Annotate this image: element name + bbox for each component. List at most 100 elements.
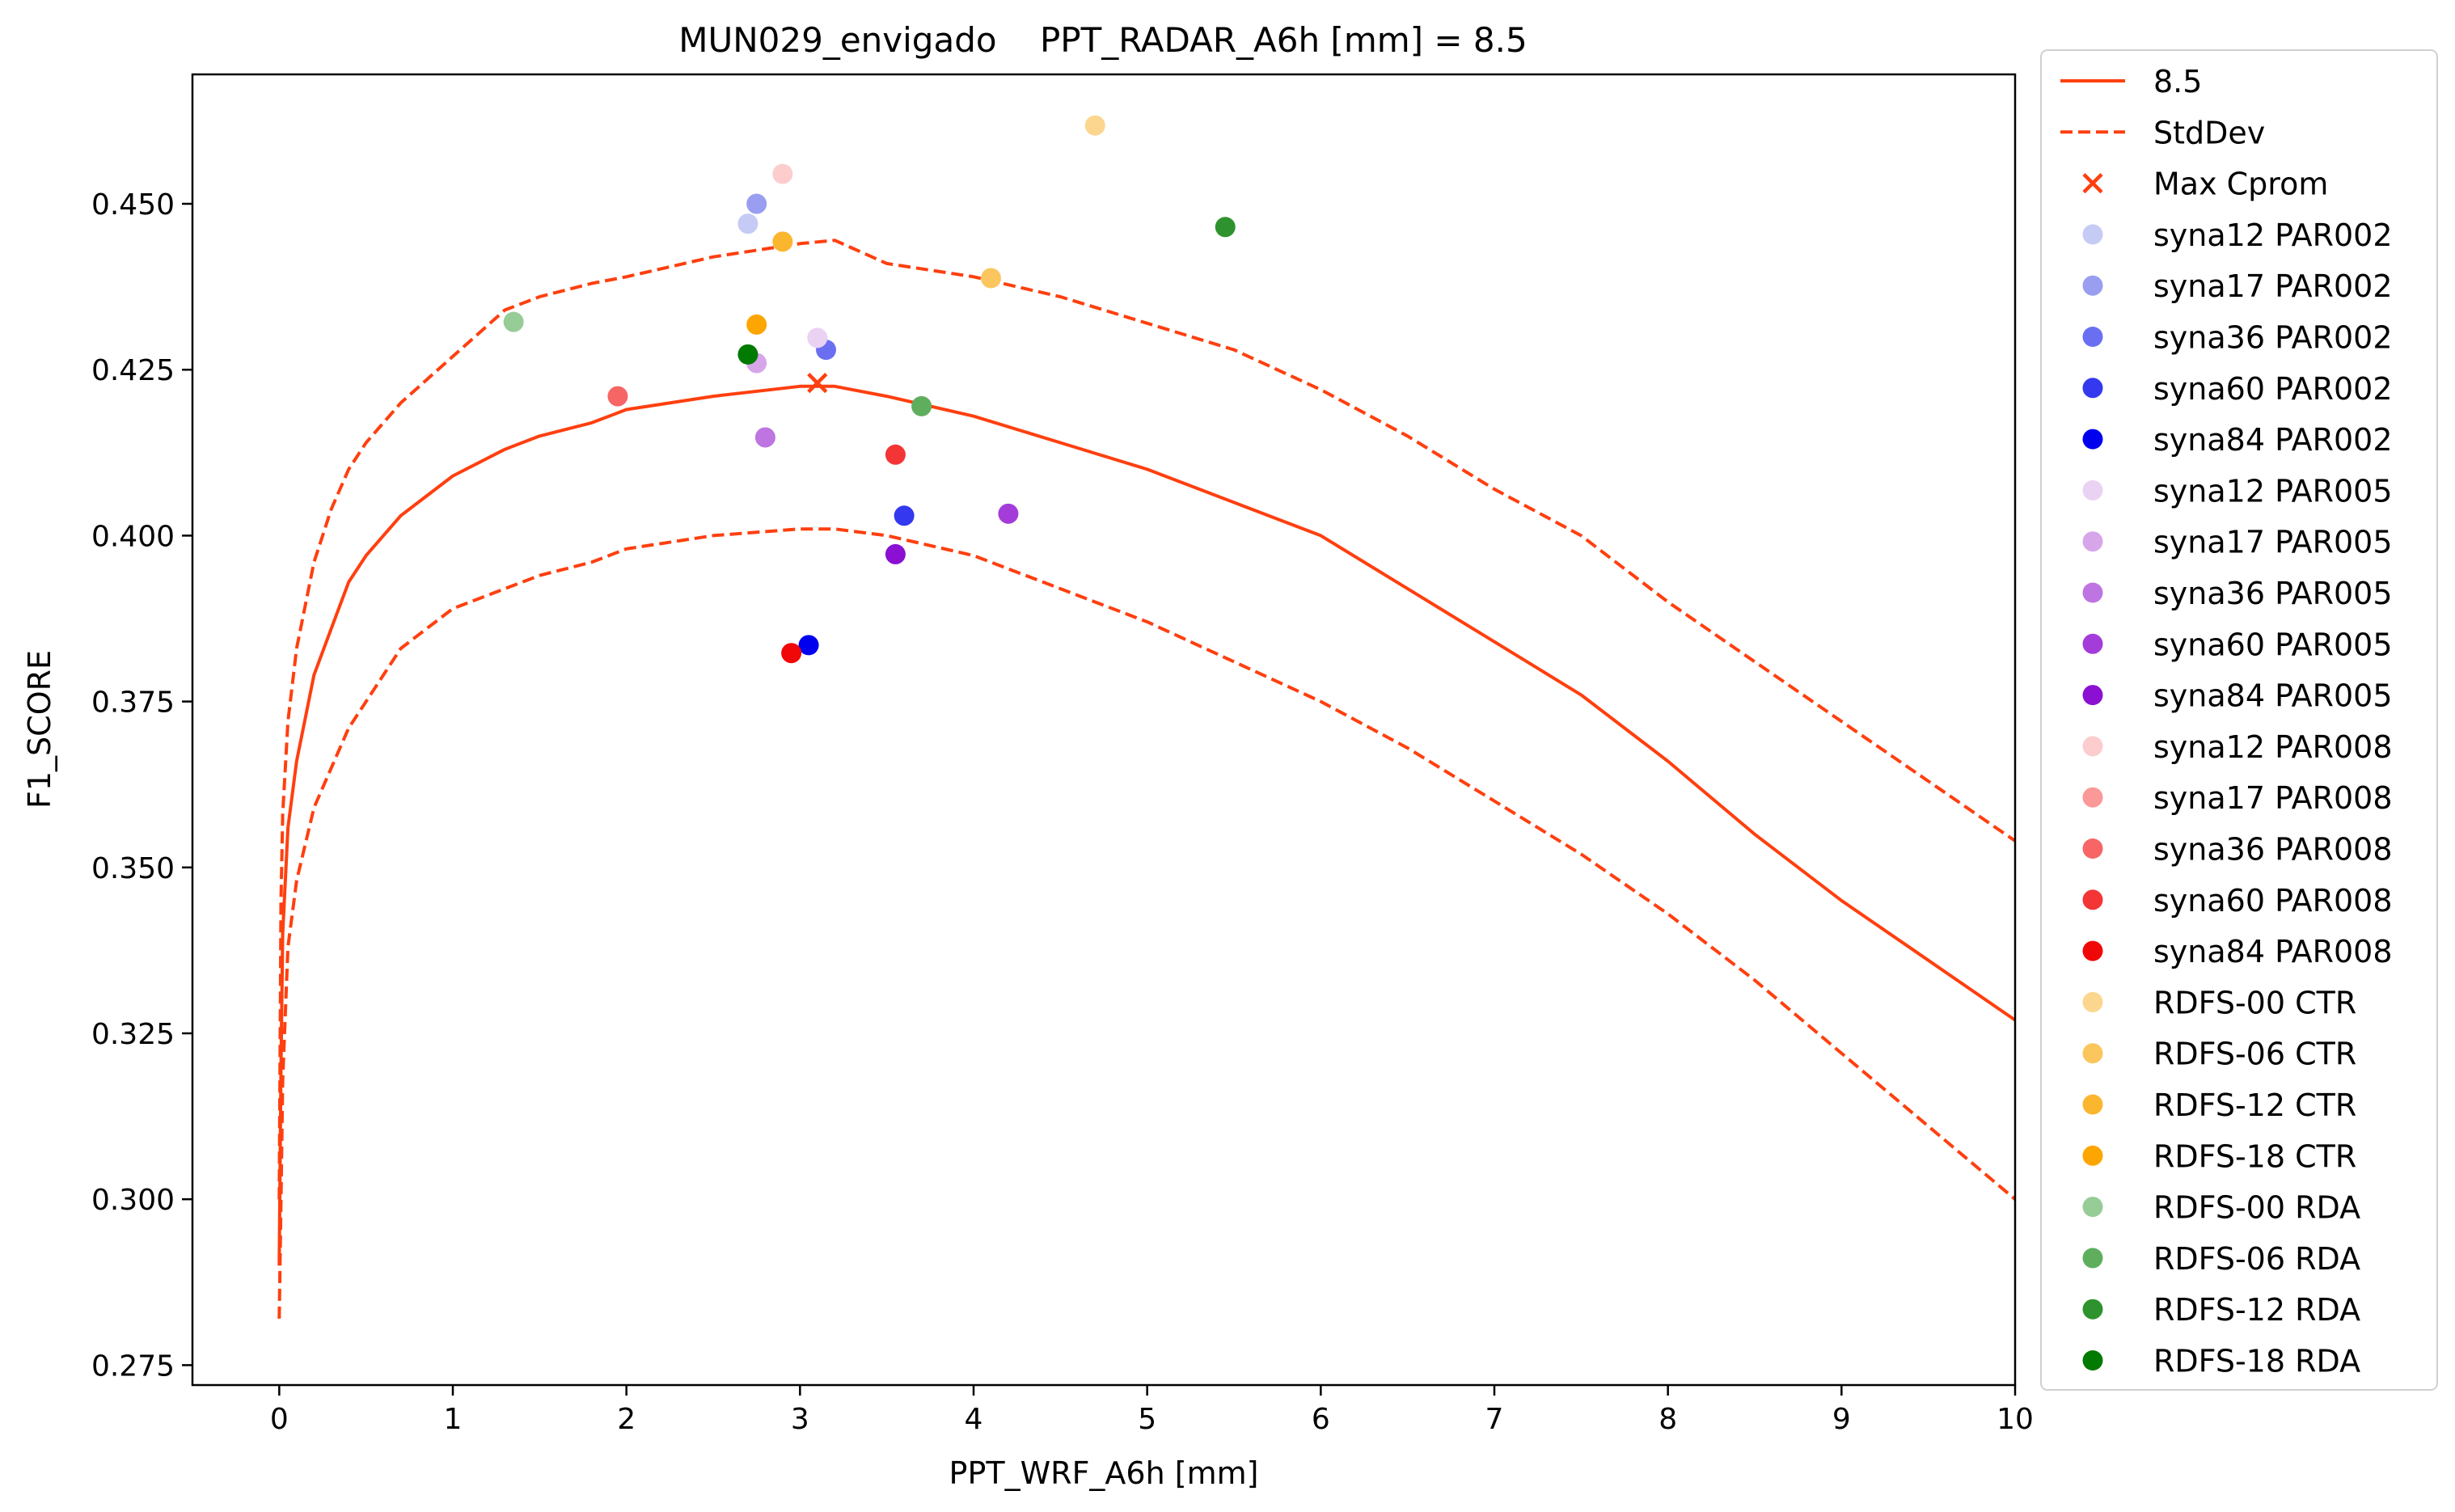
point-syna60-par002 xyxy=(894,505,915,526)
point-syna84-par005 xyxy=(885,543,906,564)
legend-swatch xyxy=(2082,1248,2103,1269)
legend-item-syna84-par002: syna84 PAR002 xyxy=(2082,422,2393,458)
legend-item-syna84-par008: syna84 PAR008 xyxy=(2082,934,2393,969)
point-syna17-par002 xyxy=(746,193,767,214)
legend-item-syna60-par008: syna60 PAR008 xyxy=(2082,883,2393,919)
legend: 8.5 StdDev Max Cprom syna12 PAR002 syna17 PA… xyxy=(2040,49,2438,1391)
max-cprom-marker xyxy=(807,373,828,394)
legend-item-syna17-par005: syna17 PAR005 xyxy=(2082,525,2393,560)
legend-label: RDFS-18 CTR xyxy=(2153,1138,2356,1174)
legend-item-syna36-par005: syna36 PAR005 xyxy=(2082,576,2393,611)
legend-swatch xyxy=(2082,889,2103,910)
legend-label: syna60 PAR002 xyxy=(2153,371,2393,407)
legend-item-syna36-par008: syna36 PAR008 xyxy=(2082,832,2393,868)
legend-label: syna17 PAR005 xyxy=(2153,525,2393,560)
legend-label: syna84 PAR002 xyxy=(2153,422,2393,458)
legend-item-rdfs-12-rda: RDFS-12 RDA xyxy=(2082,1292,2360,1328)
legend-swatch xyxy=(2082,1094,2103,1115)
legend-swatch xyxy=(2082,173,2103,194)
legend-frame xyxy=(2040,49,2438,1391)
chart-title: MUN029_envigado PPT_RADAR_A6h [mm] = 8.5 xyxy=(678,20,1527,60)
legend-label: syna36 PAR005 xyxy=(2153,576,2393,611)
legend-item-syna60-par005: syna60 PAR005 xyxy=(2082,627,2393,662)
y-tick-label: 0.425 xyxy=(91,354,175,387)
legend-swatch xyxy=(2082,838,2103,859)
legend-label: RDFS-06 RDA xyxy=(2153,1241,2360,1277)
legend-label: syna60 PAR008 xyxy=(2153,883,2393,919)
x-tick-label: 0 xyxy=(270,1403,289,1436)
legend-swatch xyxy=(2082,582,2103,603)
legend-label: syna17 PAR002 xyxy=(2153,268,2393,304)
x-tick-label: 4 xyxy=(965,1403,983,1436)
point-rdfs-00-rda xyxy=(503,311,524,332)
legend-label: syna12 PAR008 xyxy=(2153,729,2393,765)
legend-entries: 8.5 StdDev Max Cprom syna12 PAR002 syna17 PA… xyxy=(2060,64,2393,1379)
legend-label: StdDev xyxy=(2153,115,2265,150)
legend-item-syna84-par005: syna84 PAR005 xyxy=(2082,678,2393,714)
legend-swatch xyxy=(2082,1299,2103,1320)
legend-swatch xyxy=(2082,275,2103,296)
point-rdfs-12-ctr xyxy=(772,231,793,252)
legend-swatch xyxy=(2082,479,2103,500)
point-rdfs-06-ctr xyxy=(980,268,1001,289)
legend-label: syna12 PAR002 xyxy=(2153,218,2393,253)
legend-label: RDFS-12 RDA xyxy=(2153,1292,2360,1328)
legend-label: RDFS-12 CTR xyxy=(2153,1088,2356,1123)
legend-label: syna12 PAR005 xyxy=(2153,473,2393,509)
x-axis: 0 1 2 3 4 5 6 7 8 9 10 xyxy=(270,1385,2034,1436)
legend-item-syna12-par002: syna12 PAR002 xyxy=(2082,218,2393,253)
legend-swatch xyxy=(2082,685,2103,706)
legend-label: RDFS-00 RDA xyxy=(2153,1190,2360,1226)
legend-swatch xyxy=(2082,1043,2103,1064)
legend-item-rdfs-18-ctr: RDFS-18 CTR xyxy=(2082,1138,2356,1174)
x-tick-label: 3 xyxy=(791,1403,809,1436)
legend-swatch xyxy=(2082,429,2103,450)
legend-swatch xyxy=(2082,378,2103,399)
legend-swatch xyxy=(2082,991,2103,1012)
legend-swatch xyxy=(2082,633,2103,654)
x-tick-label: 10 xyxy=(1997,1403,2034,1436)
legend-item-syna17-par008: syna17 PAR008 xyxy=(2082,780,2393,816)
point-syna12-par005 xyxy=(807,327,828,348)
plot-frame xyxy=(191,73,2017,1387)
point-rdfs-00-ctr xyxy=(1084,115,1105,136)
y-tick-label: 0.375 xyxy=(91,686,175,720)
legend-label: RDFS-00 CTR xyxy=(2153,985,2356,1020)
x-tick-label: 6 xyxy=(1312,1403,1330,1436)
y-axis: 0.275 0.300 0.325 0.350 0.375 0.400 0.425 0.450 xyxy=(91,188,192,1383)
legend-label: syna36 PAR008 xyxy=(2153,832,2393,868)
series-line-stddev xyxy=(277,239,2017,1200)
legend-label: syna84 PAR005 xyxy=(2153,678,2393,714)
legend-swatch xyxy=(2082,787,2103,808)
legend-swatch xyxy=(2082,1350,2103,1371)
x-tick-label: 9 xyxy=(1832,1403,1851,1436)
point-syna84-par002 xyxy=(798,635,819,656)
point-syna60-par005 xyxy=(998,503,1019,524)
legend-label: 8.5 xyxy=(2153,64,2202,99)
legend-label: syna36 PAR002 xyxy=(2153,320,2393,356)
point-syna12-par008 xyxy=(772,163,793,184)
legend-label: syna60 PAR005 xyxy=(2153,627,2393,662)
legend-swatch xyxy=(2082,736,2103,757)
plot-area xyxy=(277,115,2017,1319)
y-tick-label: 0.275 xyxy=(91,1349,175,1383)
legend-item-rdfs-00-ctr: RDFS-00 CTR xyxy=(2082,985,2356,1020)
legend-swatch xyxy=(2082,327,2103,347)
legend-item-syna36-par002: syna36 PAR002 xyxy=(2082,320,2393,356)
legend-item-syna60-par002: syna60 PAR002 xyxy=(2082,371,2393,407)
series-line-stddev-lower xyxy=(277,527,2017,1319)
y-tick-label: 0.400 xyxy=(91,520,175,553)
legend-swatch xyxy=(2082,531,2103,552)
legend-item-rdfs-06-rda: RDFS-06 RDA xyxy=(2082,1241,2360,1277)
legend-item-rdfs-06-ctr: RDFS-06 CTR xyxy=(2082,1037,2356,1072)
legend-label: RDFS-18 RDA xyxy=(2153,1344,2360,1379)
x-tick-label: 5 xyxy=(1138,1403,1156,1436)
legend-label: syna84 PAR008 xyxy=(2153,934,2393,969)
legend-item-rdfs-12-ctr: RDFS-12 CTR xyxy=(2082,1088,2356,1123)
x-tick-label: 2 xyxy=(617,1403,636,1436)
legend-swatch xyxy=(2082,940,2103,961)
point-syna12-par002 xyxy=(737,213,758,234)
legend-item-stddev: StdDev xyxy=(2060,115,2265,150)
legend-item-max-cprom: Max Cprom xyxy=(2082,167,2328,202)
